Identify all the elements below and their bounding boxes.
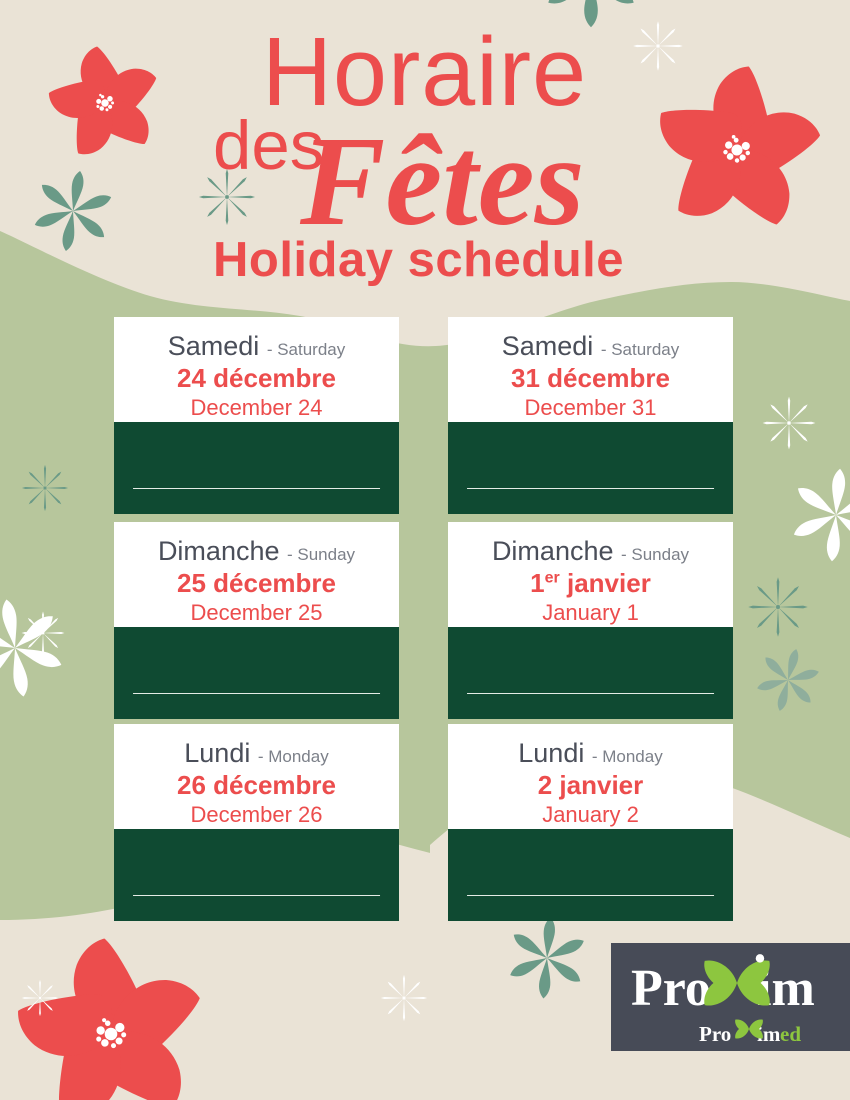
svg-text:Pro: Pro xyxy=(631,960,711,1017)
svg-text:ed: ed xyxy=(780,1022,801,1046)
svg-text:Pro: Pro xyxy=(699,1022,731,1046)
